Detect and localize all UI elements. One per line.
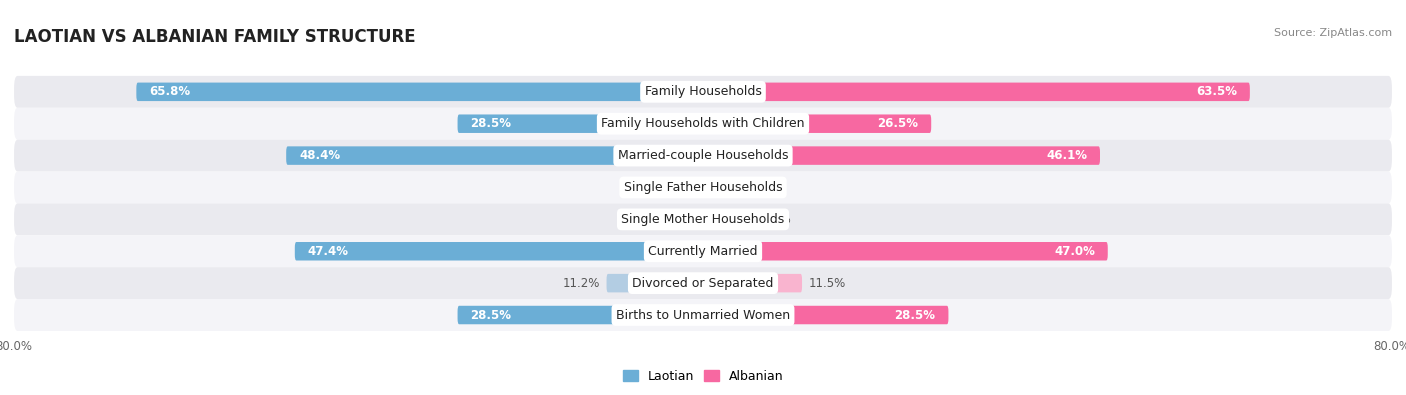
FancyBboxPatch shape (295, 242, 703, 260)
FancyBboxPatch shape (14, 140, 1392, 171)
Text: 2.2%: 2.2% (647, 181, 678, 194)
Text: Family Households: Family Households (644, 85, 762, 98)
FancyBboxPatch shape (287, 147, 703, 165)
FancyBboxPatch shape (14, 203, 1392, 235)
FancyBboxPatch shape (14, 171, 1392, 203)
Text: 26.5%: 26.5% (877, 117, 918, 130)
Text: 48.4%: 48.4% (299, 149, 340, 162)
Text: Births to Unmarried Women: Births to Unmarried Women (616, 308, 790, 322)
Text: Currently Married: Currently Married (648, 245, 758, 258)
FancyBboxPatch shape (703, 115, 931, 133)
FancyBboxPatch shape (606, 274, 703, 292)
FancyBboxPatch shape (457, 115, 703, 133)
FancyBboxPatch shape (685, 178, 703, 197)
FancyBboxPatch shape (457, 306, 703, 324)
Text: Single Father Households: Single Father Households (624, 181, 782, 194)
Text: 28.5%: 28.5% (471, 308, 512, 322)
Text: 11.5%: 11.5% (808, 276, 846, 290)
FancyBboxPatch shape (14, 235, 1392, 267)
Text: 28.5%: 28.5% (471, 117, 512, 130)
Text: 47.4%: 47.4% (308, 245, 349, 258)
Text: 2.0%: 2.0% (727, 181, 756, 194)
FancyBboxPatch shape (703, 306, 949, 324)
Text: 11.2%: 11.2% (562, 276, 599, 290)
Text: Source: ZipAtlas.com: Source: ZipAtlas.com (1274, 28, 1392, 38)
Legend: Laotian, Albanian: Laotian, Albanian (617, 365, 789, 388)
Text: Divorced or Separated: Divorced or Separated (633, 276, 773, 290)
Text: 46.1%: 46.1% (1046, 149, 1087, 162)
FancyBboxPatch shape (14, 76, 1392, 108)
Text: Family Households with Children: Family Households with Children (602, 117, 804, 130)
Text: Single Mother Households: Single Mother Households (621, 213, 785, 226)
Text: 47.0%: 47.0% (1054, 245, 1095, 258)
FancyBboxPatch shape (703, 147, 1099, 165)
Text: 63.5%: 63.5% (1197, 85, 1237, 98)
FancyBboxPatch shape (703, 178, 720, 197)
Text: Married-couple Households: Married-couple Households (617, 149, 789, 162)
FancyBboxPatch shape (136, 83, 703, 101)
Text: 5.8%: 5.8% (617, 213, 647, 226)
Text: 65.8%: 65.8% (149, 85, 190, 98)
FancyBboxPatch shape (14, 267, 1392, 299)
FancyBboxPatch shape (703, 210, 754, 229)
FancyBboxPatch shape (703, 274, 801, 292)
FancyBboxPatch shape (14, 108, 1392, 140)
Text: LAOTIAN VS ALBANIAN FAMILY STRUCTURE: LAOTIAN VS ALBANIAN FAMILY STRUCTURE (14, 28, 416, 46)
FancyBboxPatch shape (14, 299, 1392, 331)
FancyBboxPatch shape (652, 210, 703, 229)
FancyBboxPatch shape (703, 83, 1250, 101)
Text: 5.9%: 5.9% (761, 213, 790, 226)
FancyBboxPatch shape (703, 242, 1108, 260)
Text: 28.5%: 28.5% (894, 308, 935, 322)
